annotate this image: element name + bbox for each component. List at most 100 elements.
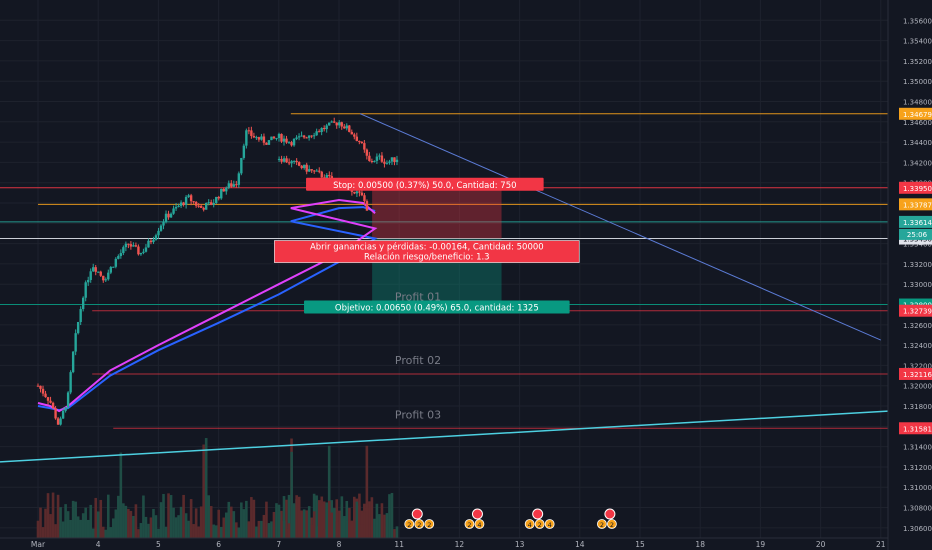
candle-body bbox=[59, 418, 62, 425]
candle-body bbox=[282, 158, 286, 162]
trendline-down[interactable] bbox=[359, 113, 881, 341]
candle-body bbox=[277, 158, 281, 160]
candle-body bbox=[350, 131, 353, 135]
candle-body bbox=[174, 206, 178, 209]
candle-body bbox=[184, 196, 188, 206]
price-level-badge[interactable] bbox=[899, 304, 932, 317]
volume-bar bbox=[59, 507, 62, 538]
event-badge-icon[interactable] bbox=[524, 519, 535, 529]
candle-body bbox=[343, 126, 346, 129]
trendline-up[interactable] bbox=[0, 410, 889, 463]
event-flag-icon[interactable] bbox=[471, 508, 483, 520]
candle-body bbox=[179, 202, 183, 206]
candle-body bbox=[112, 266, 115, 268]
volume-bar bbox=[373, 518, 376, 538]
pnl-label-bg bbox=[274, 240, 580, 263]
event-badge-icon[interactable] bbox=[607, 519, 617, 529]
countdown-label: 25:06 bbox=[907, 231, 928, 239]
price-tick-label: 1.32000 bbox=[903, 383, 932, 391]
volume-bar bbox=[94, 497, 98, 538]
volume-bar bbox=[242, 509, 246, 538]
price-axis[interactable]: 1.306001.308001.310001.312001.314001.316… bbox=[887, 0, 932, 550]
candle-body bbox=[327, 122, 331, 126]
event-badge-icon[interactable] bbox=[474, 519, 485, 529]
volume-bar bbox=[282, 520, 286, 538]
volume-bar bbox=[297, 496, 301, 538]
candle-body bbox=[325, 174, 328, 180]
event-badge-icon[interactable] bbox=[464, 519, 475, 529]
event-badge-icon[interactable] bbox=[404, 519, 415, 529]
candle-body bbox=[199, 205, 203, 208]
price-level-badge-label: 1.33787 bbox=[903, 201, 932, 209]
trendlines[interactable] bbox=[0, 113, 889, 463]
candle-body bbox=[204, 203, 208, 210]
volume-bar bbox=[275, 503, 278, 538]
price-level-badge[interactable] bbox=[899, 215, 932, 228]
volume-bar bbox=[167, 493, 170, 538]
target-label-bg bbox=[304, 300, 570, 314]
time-tick-label: 11 bbox=[394, 540, 404, 549]
candle-body bbox=[162, 221, 165, 226]
candle-body bbox=[280, 158, 283, 162]
candle-body bbox=[225, 187, 228, 192]
price-level-badge[interactable] bbox=[899, 198, 932, 211]
volume-bar bbox=[66, 511, 70, 538]
event-flag-icon[interactable] bbox=[411, 508, 423, 520]
candle-body bbox=[320, 171, 323, 178]
price-level-badge[interactable] bbox=[899, 422, 932, 435]
candle-body bbox=[54, 408, 57, 419]
candle-body bbox=[315, 170, 318, 172]
candle-body bbox=[360, 192, 364, 196]
volume-bar bbox=[184, 513, 188, 538]
candle-body bbox=[177, 205, 180, 207]
event-badge-count: 4 bbox=[548, 521, 552, 529]
candle-body bbox=[104, 279, 107, 281]
event-flag-icon[interactable] bbox=[532, 508, 544, 520]
event-badge-icon[interactable] bbox=[424, 519, 435, 529]
candle-body bbox=[257, 137, 261, 140]
price-tick-label: 1.31200 bbox=[903, 464, 932, 472]
candle-body bbox=[182, 202, 185, 206]
volume-bar bbox=[162, 493, 165, 538]
event-badge-count: 2 bbox=[467, 521, 471, 529]
candle-body bbox=[41, 388, 45, 394]
event-badge-icon[interactable] bbox=[414, 519, 425, 529]
time-tick-label: 13 bbox=[515, 540, 525, 549]
candle-body bbox=[383, 161, 386, 164]
candle-body bbox=[92, 267, 95, 272]
candle-body bbox=[194, 201, 198, 206]
volume-bar bbox=[235, 522, 238, 538]
candle-body bbox=[39, 385, 42, 389]
candle-body bbox=[318, 170, 321, 172]
stop-zone[interactable] bbox=[372, 187, 502, 239]
time-tick-label: 4 bbox=[96, 540, 101, 549]
candle-body bbox=[64, 407, 67, 411]
candle-body bbox=[300, 135, 303, 137]
volume-bar bbox=[74, 501, 77, 538]
candle-body bbox=[61, 410, 65, 419]
volume-bar bbox=[219, 526, 223, 538]
event-badge-icon[interactable] bbox=[544, 519, 555, 529]
candle-body bbox=[87, 279, 90, 283]
price-level-badge[interactable] bbox=[899, 107, 932, 120]
candle-body bbox=[192, 201, 195, 203]
price-level-badge[interactable] bbox=[899, 367, 932, 380]
event-badge-icon[interactable] bbox=[597, 519, 607, 529]
ema-short-line bbox=[37, 198, 378, 413]
time-tick-label: 19 bbox=[756, 540, 766, 549]
price-level-badge[interactable] bbox=[899, 181, 932, 194]
volume-bar bbox=[122, 503, 125, 538]
volume-bar bbox=[56, 494, 60, 538]
volume-bar bbox=[139, 523, 143, 538]
time-axis[interactable]: Mar 4 5 6 7 8 11 12 13 14 15 18 19 20 21 bbox=[0, 537, 888, 549]
event-flag-icon[interactable] bbox=[604, 508, 616, 520]
volume-bar bbox=[322, 529, 326, 538]
candle-body bbox=[207, 202, 210, 204]
volume-bar bbox=[96, 511, 100, 538]
event-badge-icon[interactable] bbox=[534, 519, 545, 529]
price-tick-label: 1.35000 bbox=[903, 78, 932, 86]
volume-bar bbox=[214, 525, 218, 538]
